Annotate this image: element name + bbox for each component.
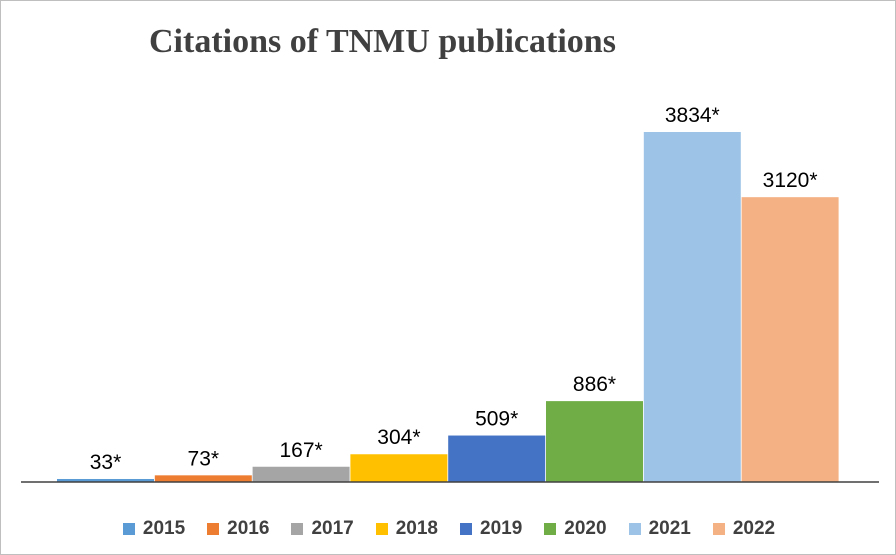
data-label-2019: 509* <box>475 408 518 431</box>
bar-2016 <box>154 475 252 482</box>
legend-item-2019: 2019 <box>460 518 522 540</box>
bar-2017 <box>252 466 350 482</box>
legend-label-2020: 2020 <box>564 518 607 539</box>
legend-swatch-2020 <box>544 523 557 535</box>
legend-label-2018: 2018 <box>395 518 438 539</box>
bar-2022 <box>741 197 839 482</box>
legend-swatch-2021 <box>628 523 641 535</box>
chart-title: Citations of TNMU publications <box>149 23 616 60</box>
legend-item-2020: 2020 <box>544 518 607 540</box>
legend-item-2017: 2017 <box>291 518 354 540</box>
legend-label-2016: 2016 <box>227 518 270 539</box>
data-label-2018: 304* <box>377 426 420 449</box>
plot-area: 33* 73* 167* 304* 509* 886* 3834* 3120* <box>21 104 879 483</box>
legend-item-2022: 2022 <box>712 518 776 540</box>
bar-2018 <box>350 454 448 482</box>
legend-swatch-2022 <box>712 523 725 535</box>
legend-swatch-2017 <box>291 523 304 535</box>
legend-swatch-2019 <box>460 523 472 535</box>
bars-layer <box>57 132 839 482</box>
legend-item-2021: 2021 <box>628 518 691 540</box>
legend-label-2022: 2022 <box>732 518 776 539</box>
legend-swatch-2015 <box>122 523 135 535</box>
bar-2021 <box>643 132 741 482</box>
bar-2020 <box>546 401 643 482</box>
data-label-2016: 73* <box>188 447 220 470</box>
legend-label-2019: 2019 <box>480 518 523 539</box>
bar-2019 <box>448 435 546 482</box>
bar-2015 <box>57 478 154 482</box>
data-label-2020: 886* <box>573 373 616 396</box>
legend-label-2017: 2017 <box>311 518 354 539</box>
data-label-2017: 167* <box>279 439 322 462</box>
legend-swatch-2018 <box>375 523 388 535</box>
legend: 2015 2016 2017 2018 2019 2020 2021 2022 <box>1 509 896 549</box>
legend-item-2015: 2015 <box>122 518 186 540</box>
legend-label-2021: 2021 <box>648 518 691 539</box>
data-label-2022: 3120* <box>763 169 818 192</box>
data-label-2021: 3834* <box>665 104 720 127</box>
legend-label-2015: 2015 <box>142 518 186 539</box>
data-label-2015: 33* <box>90 451 122 474</box>
legend-item-2016: 2016 <box>207 518 269 540</box>
legend-swatch-2016 <box>207 523 220 535</box>
legend-item-2018: 2018 <box>375 518 438 540</box>
data-labels-layer: 33* 73* 167* 304* 509* 886* 3834* 3120* <box>90 104 818 474</box>
